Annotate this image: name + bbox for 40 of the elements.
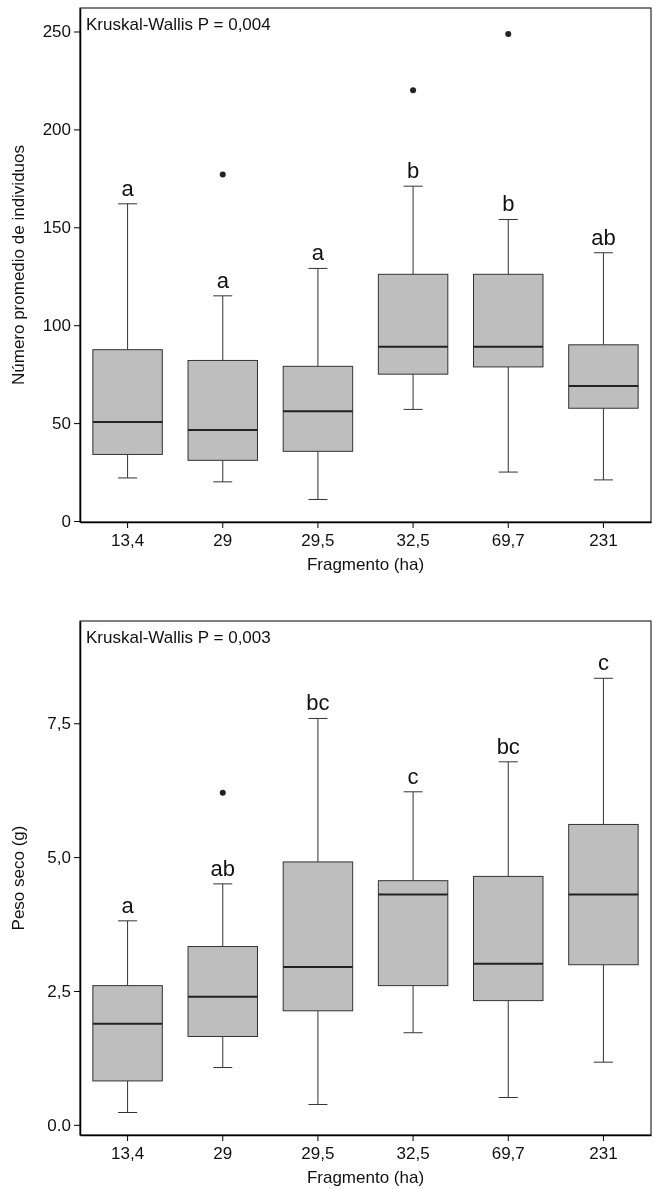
annotation: ab [210,855,235,881]
y-tick-label: 250 [42,22,71,42]
y-tick-label: 100 [42,316,71,336]
x-tick-label: 69,7 [491,531,525,551]
x-tick-label: 32,5 [396,1144,430,1164]
annotation: Kruskal-Wallis P = 0,003 [86,628,271,647]
y-axis-title: Peso seco (g) [9,825,28,931]
x-tick-label: 29 [213,531,233,551]
x-tick-label: 29 [213,1144,233,1164]
y-tick-label: 0 [61,511,71,531]
y-tick-label: 0.0 [47,1115,71,1135]
x-tick-label: 13,4 [111,531,145,551]
x-tick-label: 231 [589,1144,618,1164]
annotation: c [597,650,609,676]
x-axis-title: Fragmento (ha) [306,555,425,574]
annotation: a [121,175,135,201]
annotation: ab [591,224,616,250]
x-tick-label: 231 [589,531,618,551]
annotation: bc [306,690,330,716]
y-tick-label: 200 [42,120,71,140]
x-tick-label: 69,7 [491,1144,525,1164]
annotation: c [407,763,419,789]
x-tick-label: 29,5 [301,1144,335,1164]
y-tick-label: 7,5 [47,714,71,734]
annotation: b [406,158,420,184]
y-tick-label: 150 [42,218,71,238]
x-axis-title: Fragmento (ha) [306,1168,425,1187]
annotation: a [216,267,230,293]
x-tick-label: 29,5 [301,531,335,551]
annotation: Kruskal-Wallis P = 0,004 [86,15,271,34]
y-tick-label: 50 [52,414,71,434]
annotation: bc [496,733,520,759]
x-tick-label: 13,4 [111,1144,145,1164]
annotation: a [311,240,325,266]
y-axis-title: Número promedio de individuos [9,144,28,386]
y-tick-label: 2,5 [47,981,71,1001]
y-tick-label: 5,0 [47,848,71,868]
x-tick-label: 32,5 [396,531,430,551]
annotation: a [121,892,135,918]
annotation: b [502,191,515,217]
